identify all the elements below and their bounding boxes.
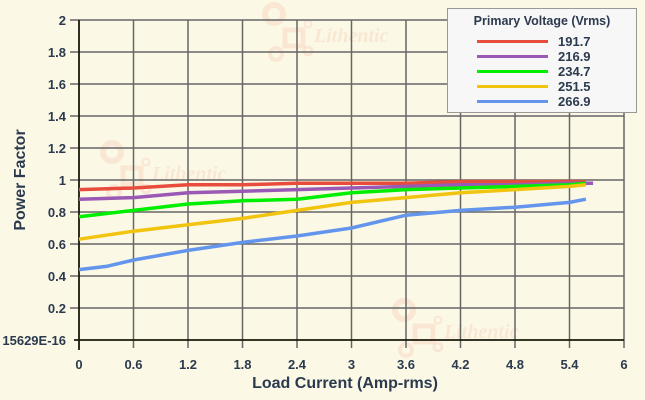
legend-item: 266.9 [477,94,636,109]
legend-title: Primary Voltage (Vrms) [473,14,611,28]
legend-label: 266.9 [558,94,591,109]
series-line-234-7 [78,181,587,219]
legend-swatch [477,100,548,103]
legend-item: 216.9 [477,49,636,64]
x-tick-label: 2.4 [288,357,307,372]
legend-swatch [477,40,548,43]
legend-label: 216.9 [558,49,591,64]
x-tick-label: 3.6 [397,357,415,372]
x-tick-label: 4.2 [451,357,469,372]
watermark-text: Lithentic [443,321,519,343]
legend-swatch [477,85,548,88]
x-tick-label: 5.4 [560,357,579,372]
y-tick-label: 0.2 [48,301,66,316]
legend: Primary Voltage (Vrms) 191.7 216.9 234.7 25… [447,8,637,113]
y-tick-label: 1.8 [48,45,66,60]
y-tick-label: 1.4 [48,109,67,124]
legend-item: 234.7 [477,64,636,79]
legend-label: 191.7 [558,34,591,49]
x-tick-label: 4.8 [506,357,524,372]
y-axis-title: Power Factor [12,129,29,230]
legend-items: 191.7 216.9 234.7 251.5 266.9 [448,34,636,109]
x-tick-label: 0.6 [124,357,142,372]
legend-label: 234.7 [558,64,591,79]
series-line-266-9 [78,197,587,272]
legend-swatch [477,55,548,58]
x-tick-label: 1.2 [179,357,197,372]
series-line-191-7 [78,179,586,192]
watermark-text: Lithentic [151,163,227,185]
data-series [78,179,594,272]
tick-labels: 0 0.6 1.2 1.8 2.4 3 3.6 4.2 4.8 5.4 6 15629E-16 0.2 0… [2,13,627,372]
series-line-251-5 [78,183,587,241]
x-tick-label: 3 [348,357,355,372]
x-axis-title: Load Current (Amp-rms) [252,375,438,392]
y-tick-label: 0.8 [48,205,66,220]
y-tick-label: 2 [59,13,66,28]
y-tick-label: 0.6 [48,237,66,252]
y-tick-label: 1.6 [48,77,66,92]
legend-label: 251.5 [558,79,591,94]
axes [74,20,624,350]
legend-swatch [477,70,548,73]
legend-item: 251.5 [477,79,636,94]
y-tick-label: 0.4 [48,269,67,284]
y-tick-label: 15629E-16 [2,333,66,348]
x-tick-label: 1.8 [233,357,251,372]
y-tick-label: 1 [59,173,66,188]
legend-item: 191.7 [477,34,636,49]
y-tick-label: 1.2 [48,141,66,156]
x-tick-label: 6 [620,357,627,372]
x-tick-label: 0 [75,357,82,372]
watermark-logo: Lithentic [392,298,519,358]
